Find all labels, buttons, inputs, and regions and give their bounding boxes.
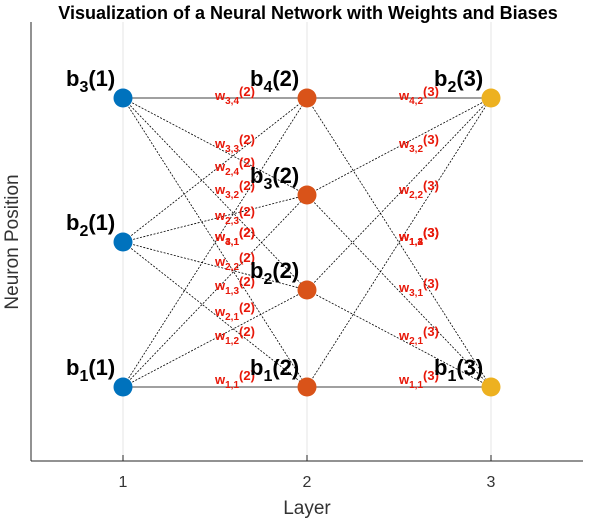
edge-l1-l2-1-2 (122, 289, 308, 388)
weight-label-l3-1-3: w1,3(3) (398, 225, 439, 248)
x-ticks: 1 2 3 (119, 455, 496, 491)
edge-l1-l2-2-4 (122, 97, 308, 243)
edge-l1-l2-3-2 (122, 97, 308, 291)
x-tick-label-2: 2 (303, 474, 312, 491)
connection-edges (122, 97, 492, 388)
neuron-l3n1 (481, 377, 501, 397)
weight-label-l3-3-1: w3,1(3) (398, 276, 439, 299)
weight-labels: w1,1(2) w1,2(2) w1,3(2) w2,1(2) w2,2(2) w2,3(… (214, 84, 439, 391)
neuron-l2n3 (297, 185, 317, 205)
edge-l2-l3-3-2 (306, 97, 492, 196)
weight-label-l2-3-1: w3,1(2) (214, 225, 255, 248)
neuron-l2n1 (297, 377, 317, 397)
x-tick-label-3: 3 (487, 474, 496, 491)
edge-l1-l2-1-4 (122, 97, 308, 388)
weight-label-l3-3-2: w3,2(3) (398, 132, 439, 155)
neuron-l1n1 (113, 377, 133, 397)
edge-l2-l3-4-1 (306, 97, 492, 388)
weight-label-l2-2-3: w2,3(2) (214, 204, 255, 227)
neuron-l2n4 (297, 88, 317, 108)
weight-label-l2-3-3: w3,3(2) (214, 132, 255, 155)
edge-l1-l2-2-2 (122, 241, 308, 291)
neuron-l1n2 (113, 232, 133, 252)
x-axis-label: Layer (283, 498, 331, 519)
weight-label-l2-2-1: w2,1(2) (214, 300, 255, 323)
bias-label-l3n1: b1(3) (434, 355, 483, 385)
y-axis-label: Neuron Position (2, 174, 23, 309)
bias-label-l2n1: b1(2) (250, 355, 299, 385)
neuron-l2n2 (297, 280, 317, 300)
x-tick-label-1: 1 (119, 474, 128, 491)
weight-label-l3-4-2: w4,2(3) (398, 84, 439, 107)
bias-label-l2n3: b3(2) (250, 163, 299, 193)
bias-label-l1n3: b3(1) (66, 66, 115, 96)
weight-label-l3-2-2: w2,2(3) (398, 178, 439, 201)
neuron-l3n2 (481, 88, 501, 108)
bias-label-l2n4: b4(2) (250, 66, 299, 96)
neuron-l1n3 (113, 88, 133, 108)
weight-label-l2-1-1: w1,1(2) (214, 368, 255, 391)
bias-label-l2n2: b2(2) (250, 258, 299, 288)
edge-l2-l3-2-1 (306, 289, 492, 388)
bias-label-l1n1: b1(1) (66, 355, 115, 385)
figure-title: Visualization of a Neural Network with W… (58, 3, 557, 23)
edge-l1-l2-3-1 (122, 97, 308, 388)
edge-l2-l3-2-2 (306, 97, 492, 291)
weight-label-l2-1-2: w1,2(2) (214, 324, 255, 347)
edge-l1-l2-2-3 (122, 194, 308, 243)
weight-label-l2-3-2: w3,2(2) (214, 178, 255, 201)
weight-label-l3-1-1: w1,1(3) (398, 368, 439, 391)
neurons (113, 88, 501, 397)
bias-label-l1n2: b2(1) (66, 210, 115, 240)
weight-label-l2-4-1: w4,1(2) (214, 225, 255, 248)
weight-label-l2-2-4: w2,4(2) (214, 155, 255, 178)
edge-l2-l3-1-2 (306, 97, 492, 388)
edge-l1-l2-1-3 (122, 194, 308, 388)
weight-label-l3-2-1: w2,1(3) (398, 324, 439, 347)
weight-label-l2-1-3: w1,3(2) (214, 274, 255, 297)
edge-l2-l3-3-1 (306, 194, 492, 388)
weight-label-l3-1-2: w1,2(3) (398, 225, 439, 248)
edge-l1-l2-2-1 (122, 241, 308, 388)
edge-l1-l2-3-3 (122, 97, 308, 196)
bias-label-l3n2: b2(3) (434, 66, 483, 96)
weight-label-l3-1-4: w1,4(3) (398, 225, 439, 248)
bias-labels: b1(1) b2(1) b3(1) b1(2) b2(2) b3(2) b4(2) b1(3)… (66, 66, 483, 385)
weight-label-l2-3-4: w3,4(2) (214, 84, 255, 107)
weight-label-l2-2-2: w2,2(2) (214, 250, 255, 273)
